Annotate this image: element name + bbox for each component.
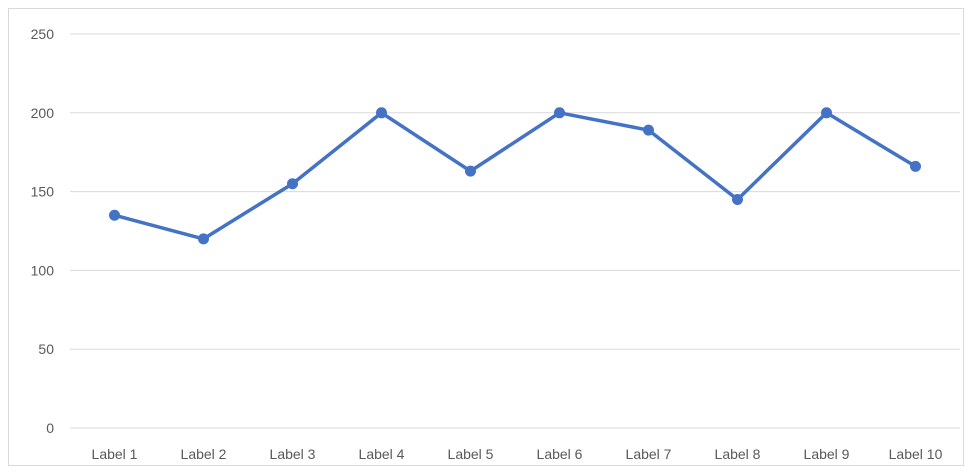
y-axis-ticks: 0 50 100 150 200 250 [31,26,55,436]
data-point [554,107,565,119]
x-tick-label: Label 10 [889,446,943,462]
data-point [465,165,476,177]
x-tick-label: Label 4 [359,446,405,462]
x-tick-label: Label 6 [537,446,583,462]
x-tick-label: Label 1 [92,446,138,462]
data-point [376,107,387,119]
series-line [112,111,918,241]
x-tick-label: Label 3 [270,446,316,462]
x-tick-label: Label 5 [448,446,494,462]
data-point [732,193,743,205]
x-tick-label: Label 7 [626,446,672,462]
x-tick-label: Label 9 [804,446,850,462]
y-tick-label: 0 [46,420,54,436]
chart-frame [8,8,964,466]
data-point [821,107,832,119]
data-point [643,124,654,136]
y-tick-label: 200 [31,105,55,121]
data-point [198,233,209,245]
data-point [287,178,298,190]
x-tick-label: Label 2 [181,446,227,462]
y-tick-label: 50 [38,341,54,357]
x-tick-label: Label 8 [715,446,761,462]
y-tick-label: 250 [31,26,55,42]
data-point [109,209,120,221]
data-point [910,160,921,172]
series-layer [109,107,921,245]
gridlines [70,33,960,429]
x-axis-ticks: Label 1 Label 2 Label 3 Label 4 Label 5 Label… [92,446,943,462]
y-tick-label: 100 [31,262,55,278]
y-tick-label: 150 [31,184,55,200]
